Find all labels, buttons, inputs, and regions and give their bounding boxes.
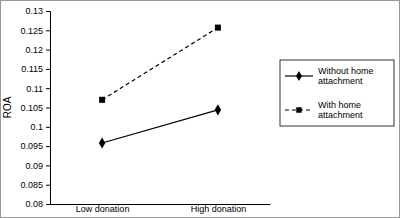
y-tick-mark <box>46 108 50 109</box>
series-marker <box>215 25 221 31</box>
y-tick: 0.08 <box>25 199 50 209</box>
y-tick: 0.085 <box>20 180 50 190</box>
y-tick-label: 0.09 <box>25 161 43 171</box>
y-axis: 0.08 0.085 0.09 0.095 0.1 0.105 0.11 0.115 0.12 0… <box>20 6 50 209</box>
y-tick-mark <box>46 185 50 186</box>
y-axis-line <box>46 12 51 205</box>
y-tick-label: 0.085 <box>20 180 43 190</box>
series-marker <box>99 97 105 103</box>
series-marker <box>215 104 221 115</box>
legend-label: With home attachment <box>318 100 364 120</box>
y-tick-label: 0.125 <box>20 26 43 36</box>
y-tick-label: 0.08 <box>25 199 43 209</box>
y-tick: 0.1 <box>30 122 50 132</box>
x-tick-label: Low donation <box>76 204 130 214</box>
legend: Without home attachment With home attachm… <box>280 60 394 126</box>
series-marker <box>99 137 105 148</box>
x-tick: Low donation <box>76 204 130 214</box>
y-tick-mark <box>46 127 50 128</box>
y-tick: 0.11 <box>26 84 50 94</box>
y-tick-mark <box>46 30 50 31</box>
y-tick-label: 0.095 <box>20 141 43 151</box>
y-axis-title: ROA <box>2 96 13 118</box>
y-tick: 0.115 <box>21 64 50 74</box>
y-tick: 0.125 <box>20 26 50 36</box>
plot-area <box>99 25 221 149</box>
y-tick-mark <box>46 50 50 51</box>
y-tick-mark <box>46 69 50 70</box>
chart: 0.08 0.085 0.09 0.095 0.1 0.105 0.11 0.115 0.12 0… <box>0 0 400 218</box>
y-tick: 0.105 <box>20 103 50 113</box>
series-line <box>102 28 218 100</box>
x-tick: High donation <box>191 204 247 214</box>
y-tick-label: 0.105 <box>20 103 43 113</box>
y-tick-label: 0.13 <box>25 6 43 16</box>
y-tick-mark <box>46 204 50 205</box>
frame <box>1 1 400 218</box>
y-tick: 0.12 <box>25 45 50 55</box>
y-tick-mark <box>46 146 50 147</box>
legend-marker <box>296 107 301 112</box>
x-axis: Low donation High donation <box>51 204 271 214</box>
legend-marker <box>296 71 302 81</box>
y-tick-mark <box>46 11 50 12</box>
y-tick-label: 0.12 <box>25 45 43 55</box>
legend-box <box>280 60 394 126</box>
y-tick-label: 0.1 <box>30 122 43 132</box>
legend-label: Without home attachment <box>318 66 376 86</box>
y-tick-mark <box>46 88 50 89</box>
y-tick-label: 0.11 <box>26 84 43 94</box>
y-tick: 0.095 <box>20 141 50 151</box>
series-line <box>102 110 218 143</box>
y-tick-mark <box>46 165 50 166</box>
y-tick: 0.09 <box>25 161 50 171</box>
x-tick-label: High donation <box>191 204 247 214</box>
y-tick: 0.13 <box>25 6 50 16</box>
y-tick-label: 0.115 <box>21 64 43 74</box>
